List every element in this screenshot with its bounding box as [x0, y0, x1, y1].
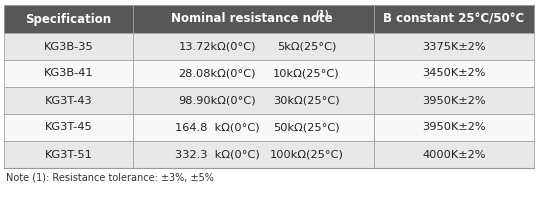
- Text: KG3B-41: KG3B-41: [44, 69, 93, 79]
- Bar: [374, 114, 534, 141]
- Text: 100kΩ(25°C): 100kΩ(25°C): [270, 150, 343, 160]
- Text: 50kΩ(25°C): 50kΩ(25°C): [273, 122, 340, 132]
- Text: 3950K±2%: 3950K±2%: [422, 122, 486, 132]
- Text: 4000K±2%: 4000K±2%: [422, 150, 486, 160]
- Bar: [4, 87, 133, 114]
- Text: B constant 25°C/50°C: B constant 25°C/50°C: [384, 13, 525, 26]
- Text: KG3T-45: KG3T-45: [45, 122, 93, 132]
- Text: 30kΩ(25°C): 30kΩ(25°C): [273, 95, 340, 105]
- Bar: [4, 33, 133, 60]
- Text: 10kΩ(25°C): 10kΩ(25°C): [273, 69, 340, 79]
- Text: (1): (1): [315, 10, 329, 19]
- Bar: [133, 87, 374, 114]
- Text: 164.8  kΩ(0°C): 164.8 kΩ(0°C): [175, 122, 260, 132]
- Text: Specification: Specification: [25, 13, 111, 26]
- Text: KG3T-43: KG3T-43: [45, 95, 93, 105]
- Text: 28.08kΩ(0°C): 28.08kΩ(0°C): [179, 69, 256, 79]
- Text: 332.3  kΩ(0°C): 332.3 kΩ(0°C): [175, 150, 260, 160]
- Bar: [133, 33, 374, 60]
- Text: Nominal resistance note: Nominal resistance note: [171, 13, 332, 26]
- Text: 5kΩ(25°C): 5kΩ(25°C): [277, 42, 336, 52]
- Bar: [4, 60, 133, 87]
- Text: 3950K±2%: 3950K±2%: [422, 95, 486, 105]
- Bar: [133, 60, 374, 87]
- Text: KG3B-35: KG3B-35: [44, 42, 94, 52]
- Text: 98.90kΩ(0°C): 98.90kΩ(0°C): [179, 95, 256, 105]
- Bar: [374, 87, 534, 114]
- Bar: [374, 33, 534, 60]
- Bar: [133, 141, 374, 168]
- Text: 3375K±2%: 3375K±2%: [422, 42, 486, 52]
- Text: 3450K±2%: 3450K±2%: [422, 69, 486, 79]
- Bar: [374, 60, 534, 87]
- Text: Note (1): Resistance tolerance: ±3%, ±5%: Note (1): Resistance tolerance: ±3%, ±5%: [6, 172, 214, 182]
- Bar: [4, 141, 133, 168]
- Bar: [374, 141, 534, 168]
- Bar: [4, 114, 133, 141]
- Bar: [133, 5, 374, 33]
- Bar: [133, 114, 374, 141]
- Bar: [374, 5, 534, 33]
- Text: 13.72kΩ(0°C): 13.72kΩ(0°C): [179, 42, 256, 52]
- Text: KG3T-51: KG3T-51: [45, 150, 93, 160]
- Bar: [4, 5, 133, 33]
